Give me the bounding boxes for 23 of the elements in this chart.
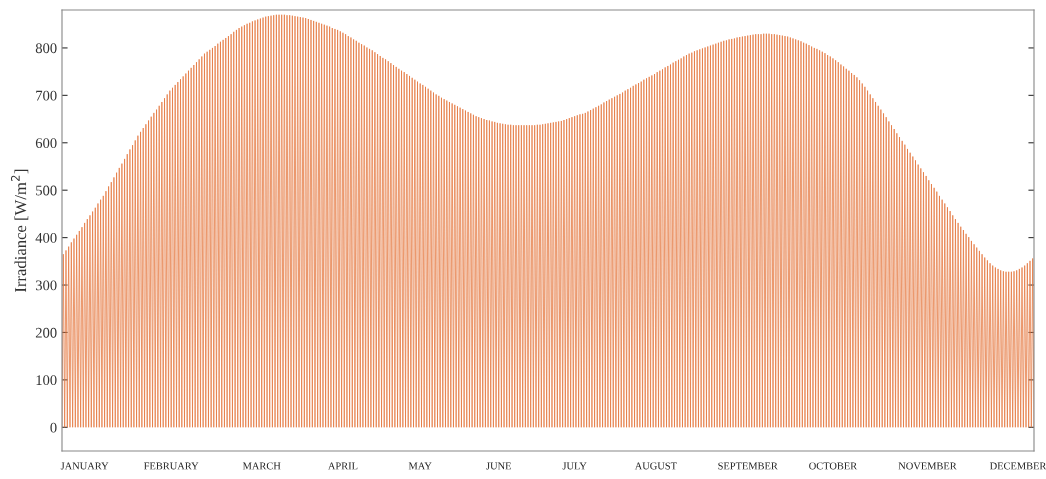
x-tick-label: MARCH [242,462,281,470]
x-tick-label: FEBRUARY [143,462,199,470]
y-tick-label: 300 [35,280,57,291]
x-tick-label: AUGUST [634,462,677,470]
y-tick-label: 600 [35,138,57,148]
x-tick-label: APRIL [328,462,358,470]
y-axis-title: Irradiance [W/m$^{2}$] [10,169,29,293]
y-tick-label: 700 [36,90,57,101]
x-tick-label: OCTOBER [809,462,858,470]
x-tick-label: JANUARY [60,462,109,470]
x-tick-label: MAY [408,462,432,470]
x-tick-label: JULY [562,462,587,470]
y-tick-label: 200 [35,327,57,338]
y-tick-label: 800 [35,43,57,54]
x-tick-label: JUNE [486,462,511,470]
y-tick-label: 500 [36,185,57,196]
y-tick-label: 100 [36,375,57,386]
x-tick-label: SEPTEMBER [718,462,778,470]
x-tick-label: NOVEMBER [898,462,957,470]
y-tick-label: 400 [35,232,57,243]
line-series [62,14,1034,428]
y-tick-label: 0 [50,422,57,433]
x-tick-label: DECEMBER [989,462,1046,470]
